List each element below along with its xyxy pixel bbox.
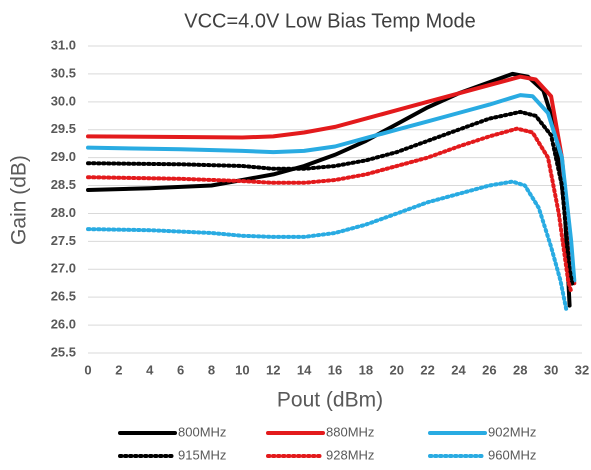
chart-title: VCC=4.0V Low Bias Temp Mode <box>184 10 475 32</box>
series-line <box>86 109 575 288</box>
x-tick-label: 32 <box>575 362 589 377</box>
x-tick-label: 28 <box>513 362 527 377</box>
series-line <box>86 74 577 286</box>
x-tick-label: 26 <box>482 362 496 377</box>
legend-label: 902MHz <box>488 424 536 439</box>
x-tick-label: 24 <box>451 362 466 377</box>
x-tick-label: 20 <box>390 362 404 377</box>
x-tick-label: 30 <box>544 362 558 377</box>
y-tick-label: 28.5 <box>51 177 76 192</box>
x-tick-label: 18 <box>359 362 373 377</box>
y-tick-label: 27.0 <box>51 261 76 276</box>
y-tick-label: 30.0 <box>51 93 76 108</box>
y-tick-label: 26.0 <box>51 317 76 332</box>
x-tick-label: 22 <box>420 362 434 377</box>
x-tick-label: 14 <box>297 362 312 377</box>
x-tick-label: 2 <box>115 362 122 377</box>
x-tick-label: 16 <box>328 362 342 377</box>
x-axis-title: Pout (dBm) <box>277 389 383 412</box>
y-tick-label: 26.5 <box>51 289 76 304</box>
y-axis-title: Gain (dB) <box>8 155 31 245</box>
x-tick-label: 10 <box>235 362 249 377</box>
legend-label: 915MHz <box>178 447 226 462</box>
y-tick-label: 29.5 <box>51 121 76 136</box>
y-tick-label: 25.5 <box>51 344 76 359</box>
y-tick-label: 30.5 <box>51 65 76 80</box>
x-tick-label: 4 <box>146 362 154 377</box>
series-line <box>86 71 572 308</box>
x-tick-label: 8 <box>208 362 215 377</box>
x-tick-label: 0 <box>84 362 91 377</box>
x-tick-label: 6 <box>177 362 184 377</box>
series-line <box>86 179 569 314</box>
y-tick-label: 31.0 <box>51 37 76 52</box>
x-tick-label: 12 <box>266 362 280 377</box>
legend-label: 880MHz <box>326 424 374 439</box>
y-tick-label: 27.5 <box>51 233 76 248</box>
series-line <box>86 93 577 283</box>
legend-label: 960MHz <box>488 447 536 462</box>
y-tick-label: 29.0 <box>51 149 76 164</box>
y-tick-label: 28.0 <box>51 205 76 220</box>
series-line <box>86 126 574 294</box>
legend-label: 928MHz <box>326 447 374 462</box>
legend-label: 800MHz <box>178 424 226 439</box>
